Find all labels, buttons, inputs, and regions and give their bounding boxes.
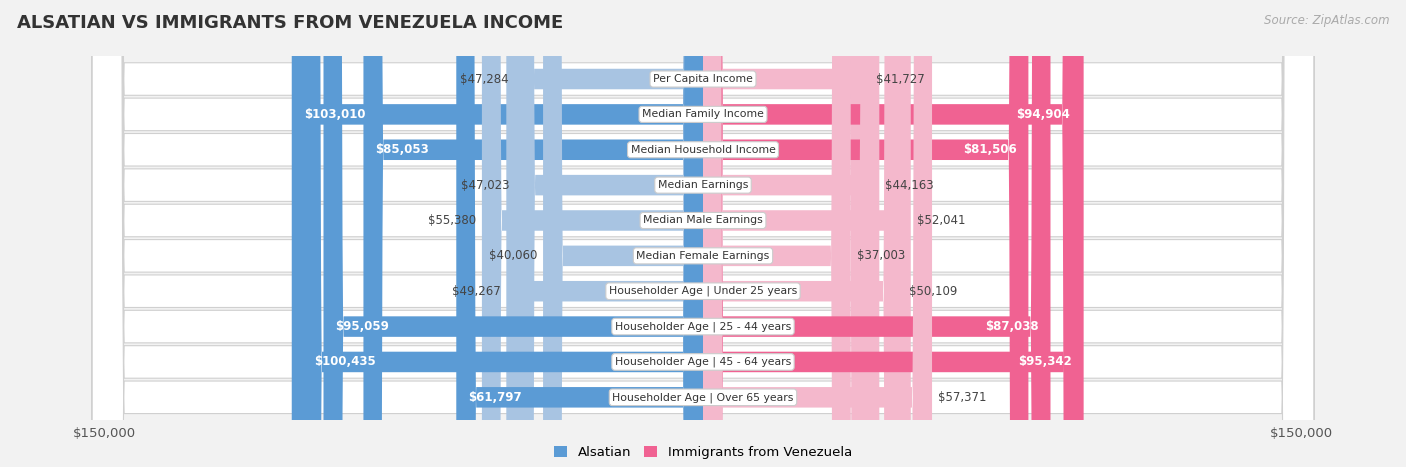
FancyBboxPatch shape <box>703 0 932 467</box>
FancyBboxPatch shape <box>292 0 703 467</box>
Text: $95,342: $95,342 <box>1018 355 1071 368</box>
FancyBboxPatch shape <box>457 0 703 467</box>
Text: $44,163: $44,163 <box>886 178 934 191</box>
Text: $57,371: $57,371 <box>938 391 987 404</box>
FancyBboxPatch shape <box>302 0 703 467</box>
Text: $87,038: $87,038 <box>984 320 1039 333</box>
Text: $81,506: $81,506 <box>963 143 1017 156</box>
FancyBboxPatch shape <box>93 0 1313 467</box>
FancyBboxPatch shape <box>93 0 1313 467</box>
Text: $47,284: $47,284 <box>460 72 508 85</box>
Text: $85,053: $85,053 <box>375 143 429 156</box>
FancyBboxPatch shape <box>363 0 703 467</box>
FancyBboxPatch shape <box>515 0 703 467</box>
Legend: Alsatian, Immigrants from Venezuela: Alsatian, Immigrants from Venezuela <box>548 441 858 465</box>
FancyBboxPatch shape <box>93 0 1313 467</box>
FancyBboxPatch shape <box>93 0 1313 467</box>
FancyBboxPatch shape <box>703 0 1028 467</box>
Text: $94,904: $94,904 <box>1017 108 1070 121</box>
Text: Median Earnings: Median Earnings <box>658 180 748 190</box>
FancyBboxPatch shape <box>93 0 1313 467</box>
FancyBboxPatch shape <box>703 0 1084 467</box>
Text: $41,727: $41,727 <box>876 72 924 85</box>
FancyBboxPatch shape <box>515 0 703 467</box>
Text: $100,435: $100,435 <box>314 355 375 368</box>
FancyBboxPatch shape <box>703 0 903 467</box>
Text: Median Household Income: Median Household Income <box>630 145 776 155</box>
FancyBboxPatch shape <box>93 0 1313 467</box>
Text: $49,267: $49,267 <box>451 285 501 298</box>
FancyBboxPatch shape <box>703 0 1081 467</box>
Text: Median Female Earnings: Median Female Earnings <box>637 251 769 261</box>
FancyBboxPatch shape <box>703 0 1050 467</box>
Text: ALSATIAN VS IMMIGRANTS FROM VENEZUELA INCOME: ALSATIAN VS IMMIGRANTS FROM VENEZUELA IN… <box>17 14 564 32</box>
Text: $52,041: $52,041 <box>917 214 966 227</box>
Text: $50,109: $50,109 <box>910 285 957 298</box>
FancyBboxPatch shape <box>93 0 1313 467</box>
Text: Householder Age | Under 25 years: Householder Age | Under 25 years <box>609 286 797 297</box>
FancyBboxPatch shape <box>93 0 1313 467</box>
Text: Median Male Earnings: Median Male Earnings <box>643 215 763 226</box>
Text: $40,060: $40,060 <box>489 249 537 262</box>
Text: Householder Age | 25 - 44 years: Householder Age | 25 - 44 years <box>614 321 792 332</box>
FancyBboxPatch shape <box>703 0 879 467</box>
Text: Householder Age | 45 - 64 years: Householder Age | 45 - 64 years <box>614 357 792 367</box>
Text: $103,010: $103,010 <box>304 108 366 121</box>
Text: $55,380: $55,380 <box>427 214 475 227</box>
Text: $37,003: $37,003 <box>856 249 905 262</box>
Text: Median Family Income: Median Family Income <box>643 109 763 120</box>
FancyBboxPatch shape <box>703 0 911 467</box>
Text: $47,023: $47,023 <box>461 178 509 191</box>
Text: $61,797: $61,797 <box>468 391 522 404</box>
Text: Per Capita Income: Per Capita Income <box>652 74 754 84</box>
FancyBboxPatch shape <box>323 0 703 467</box>
FancyBboxPatch shape <box>93 0 1313 467</box>
FancyBboxPatch shape <box>482 0 703 467</box>
Text: $95,059: $95,059 <box>336 320 389 333</box>
Text: Source: ZipAtlas.com: Source: ZipAtlas.com <box>1264 14 1389 27</box>
FancyBboxPatch shape <box>506 0 703 467</box>
FancyBboxPatch shape <box>703 0 851 467</box>
Text: Householder Age | Over 65 years: Householder Age | Over 65 years <box>612 392 794 403</box>
FancyBboxPatch shape <box>703 0 869 467</box>
FancyBboxPatch shape <box>543 0 703 467</box>
FancyBboxPatch shape <box>93 0 1313 467</box>
